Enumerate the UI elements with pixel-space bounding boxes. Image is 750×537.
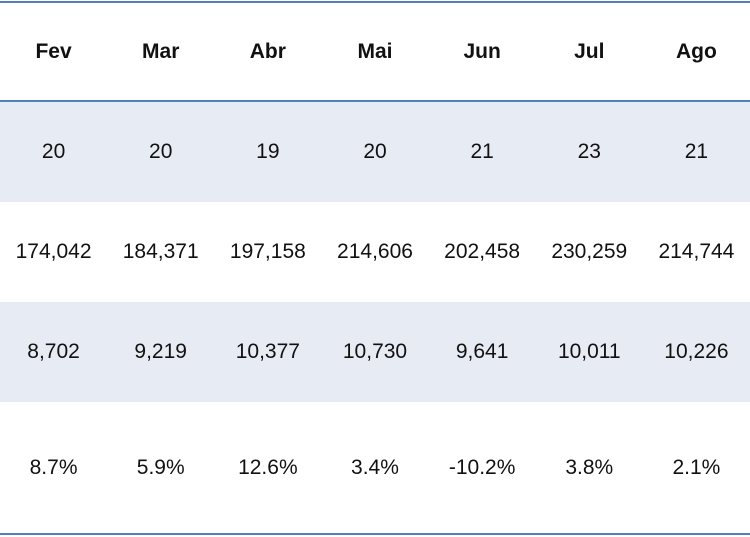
table-cell: 12.6% bbox=[238, 455, 298, 479]
header-row: Fev Mar Abr Mai Jun Jul Ago bbox=[0, 2, 750, 102]
table-cell: 10,377 bbox=[214, 302, 322, 402]
table-cell: 10,730 bbox=[321, 302, 429, 402]
table-row: 8,702 9,219 10,377 10,730 9,641 10,011 10,226 bbox=[0, 302, 750, 402]
table-cell: 21 bbox=[428, 101, 536, 202]
column-header: Ago bbox=[642, 2, 750, 102]
table-cell: 20 bbox=[321, 101, 429, 202]
table-cell: 3.4% bbox=[351, 455, 399, 479]
table-cell: 10,226 bbox=[642, 302, 750, 402]
column-header: Jun bbox=[428, 2, 536, 102]
table-cell: 8.7% bbox=[29, 455, 78, 479]
table-cell: 20 bbox=[0, 101, 108, 202]
table-cell: 8,702 bbox=[0, 302, 108, 402]
table-cell: 3.8% bbox=[565, 455, 614, 479]
table-cell: 184,371 bbox=[122, 240, 199, 263]
table-cell: 5.9% bbox=[136, 455, 185, 479]
table-cell: 23 bbox=[535, 101, 643, 202]
table-cell: 9,219 bbox=[107, 302, 215, 402]
column-header: Fev bbox=[0, 2, 108, 102]
column-header: Mar bbox=[107, 2, 215, 102]
table-cell: 9,641 bbox=[428, 302, 536, 402]
table-cell: 20 bbox=[107, 101, 215, 202]
table-cell: 230,259 bbox=[551, 240, 628, 263]
table-cell: -10.2% bbox=[448, 455, 516, 479]
column-header: Mai bbox=[321, 2, 429, 102]
table-cell: 19 bbox=[214, 101, 322, 202]
column-header: Jul bbox=[535, 2, 643, 102]
table-cell: 202,458 bbox=[444, 240, 521, 263]
table-cell: 10,011 bbox=[535, 302, 643, 402]
table-cell: 214,744 bbox=[658, 240, 735, 263]
table-cell: 21 bbox=[642, 101, 750, 202]
table-row: 174,042 184,371 197,158 214,606 202,458 230,2… bbox=[0, 202, 750, 302]
column-header: Abr bbox=[214, 2, 322, 102]
table-cell: 174,042 bbox=[15, 240, 92, 263]
table-cell: 197,158 bbox=[229, 240, 306, 263]
table-row: 20 20 19 20 21 23 21 bbox=[0, 101, 750, 202]
table-row: 8.7% 5.9% 12.6% 3.4% -10.2% 3.8% 2.1% bbox=[0, 402, 750, 534]
table-cell: 2.1% bbox=[672, 455, 721, 479]
table-cell: 214,606 bbox=[337, 240, 413, 263]
